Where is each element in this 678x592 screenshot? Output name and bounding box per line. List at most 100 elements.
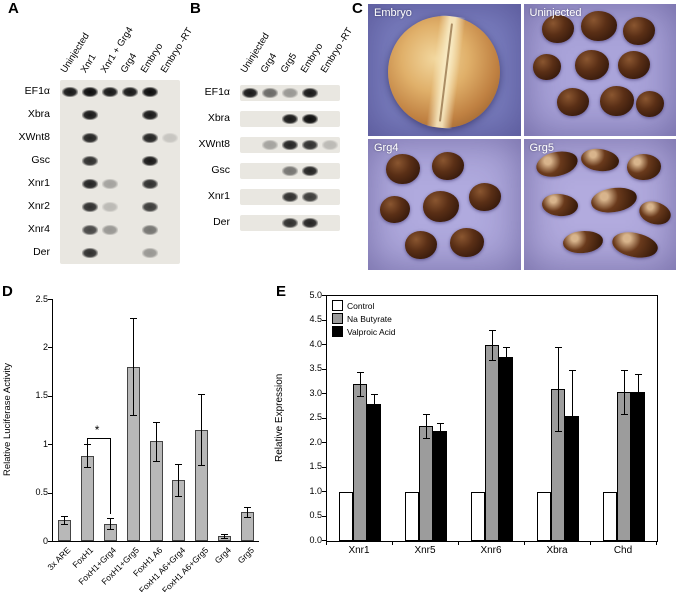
animal-cap-explant <box>580 146 621 174</box>
gel-band <box>142 109 158 120</box>
x-boundary-tick <box>392 541 393 545</box>
y-tick-mark <box>48 444 52 446</box>
error-bar-cap <box>106 517 114 519</box>
micrograph-grg5: Grg5 <box>523 138 676 270</box>
gel-band <box>282 218 298 228</box>
error-bar-cap <box>554 347 562 349</box>
significance-bracket <box>110 438 112 514</box>
error-bar-cap <box>152 421 160 423</box>
y-tick-label: 0.5 <box>35 487 48 498</box>
gel-band <box>142 247 158 258</box>
error-bar-cap <box>356 371 364 373</box>
expression-bar <box>471 492 485 541</box>
animal-cap-explant <box>589 185 639 216</box>
gel-band <box>162 132 178 143</box>
gel-band <box>302 88 318 98</box>
error-bar-cap <box>488 359 496 361</box>
error-bar-cap <box>106 529 114 531</box>
legend-item: Valproic Acid <box>332 326 396 337</box>
animal-cap-explant <box>609 228 660 262</box>
error-bar-cap <box>370 413 378 415</box>
legend: Control Na Butyrate Valproic Acid <box>332 300 396 339</box>
micrograph-title: Grg5 <box>529 141 554 154</box>
error-bar-line <box>132 318 134 416</box>
error-bar-cap <box>370 394 378 395</box>
y-tick-label: 1 <box>42 438 48 449</box>
error-bar-line <box>505 347 507 368</box>
expression-bar <box>339 492 353 541</box>
gene-label: EF1α <box>24 84 50 97</box>
gene-label: Xnr2 <box>27 199 50 212</box>
gel-band <box>302 166 318 176</box>
gel-band <box>82 86 98 97</box>
y-tick-label: 5.0 <box>309 289 322 300</box>
significance-asterisk: * <box>94 423 100 438</box>
gel-band <box>302 218 318 228</box>
gel-band <box>302 140 318 150</box>
error-bar-line <box>439 423 441 439</box>
legend-label: Na Butyrate <box>347 313 392 324</box>
legend-item: Control <box>332 300 396 311</box>
gel-background <box>60 80 180 264</box>
error-bar-cap <box>502 367 510 369</box>
y-tick-mark <box>322 393 326 394</box>
gel-band <box>262 88 278 98</box>
micrograph-title: Grg4 <box>374 141 399 154</box>
y-axis-title: Relative Expression <box>274 373 285 462</box>
error-bar-cap <box>356 396 364 398</box>
x-boundary-tick <box>590 541 591 545</box>
error-bar-cap <box>634 374 642 376</box>
micrograph-embryo: Embryo <box>368 4 521 136</box>
expression-bar <box>419 425 433 541</box>
error-bar-cap <box>244 507 252 509</box>
animal-cap-explant <box>599 85 634 116</box>
y-tick-label: 2.0 <box>309 436 322 447</box>
gel-band <box>302 114 318 124</box>
y-tick-label: 2.5 <box>35 293 48 304</box>
animal-cap-explant <box>532 53 561 80</box>
gel-band <box>282 114 298 124</box>
expression-bar <box>485 345 499 541</box>
error-bar-cap <box>198 465 206 467</box>
gel-band <box>302 192 318 202</box>
gel-lane-label: Embryo -RT <box>158 25 196 75</box>
panel-a-label: A <box>8 0 19 17</box>
gene-label: XWnt8 <box>18 130 50 143</box>
expression-bar <box>537 492 551 541</box>
animal-cap-explant <box>636 197 675 229</box>
error-bar-cap <box>488 330 496 332</box>
gel-band <box>122 86 138 97</box>
y-tick-mark <box>322 540 326 541</box>
error-bar-cap <box>436 438 444 440</box>
animal-cap-explant <box>562 229 604 254</box>
gel-band <box>82 247 98 258</box>
legend-swatch <box>332 326 343 337</box>
gene-label: Gsc <box>31 153 50 166</box>
gene-label: Xnr1 <box>27 176 50 189</box>
significance-bracket <box>87 438 111 440</box>
error-bar-cap <box>422 438 430 440</box>
y-tick-label: 3.5 <box>309 363 322 373</box>
micrograph-uninjected: Uninjected <box>523 4 676 136</box>
animal-cap-explant <box>581 10 618 41</box>
error-bar-cap <box>620 413 628 415</box>
y-tick-label: 1.5 <box>35 390 48 401</box>
expression-bar-chart: Relative Expression 0.0 0.5 1.0 1.5 2.0 2.5 3.0… <box>272 283 678 592</box>
gene-label: Gsc <box>211 164 230 176</box>
gene-label: Xbra <box>27 107 50 120</box>
gel-band <box>262 140 278 150</box>
x-boundary-tick <box>524 541 525 545</box>
y-tick-mark <box>48 395 52 397</box>
gel-band <box>282 88 298 98</box>
gel-band <box>142 132 158 143</box>
error-bar-line <box>425 413 427 439</box>
animal-cap-explant <box>380 196 411 224</box>
x-category-label: Grg4 <box>212 545 233 566</box>
micrograph-grg4: Grg4 <box>368 138 521 270</box>
error-bar-line <box>109 517 111 530</box>
error-bar-cap <box>568 462 576 464</box>
gene-label: Xnr4 <box>27 222 50 235</box>
error-bar-line <box>373 394 375 414</box>
gel-band <box>82 201 98 212</box>
error-bar-cap <box>83 467 91 469</box>
